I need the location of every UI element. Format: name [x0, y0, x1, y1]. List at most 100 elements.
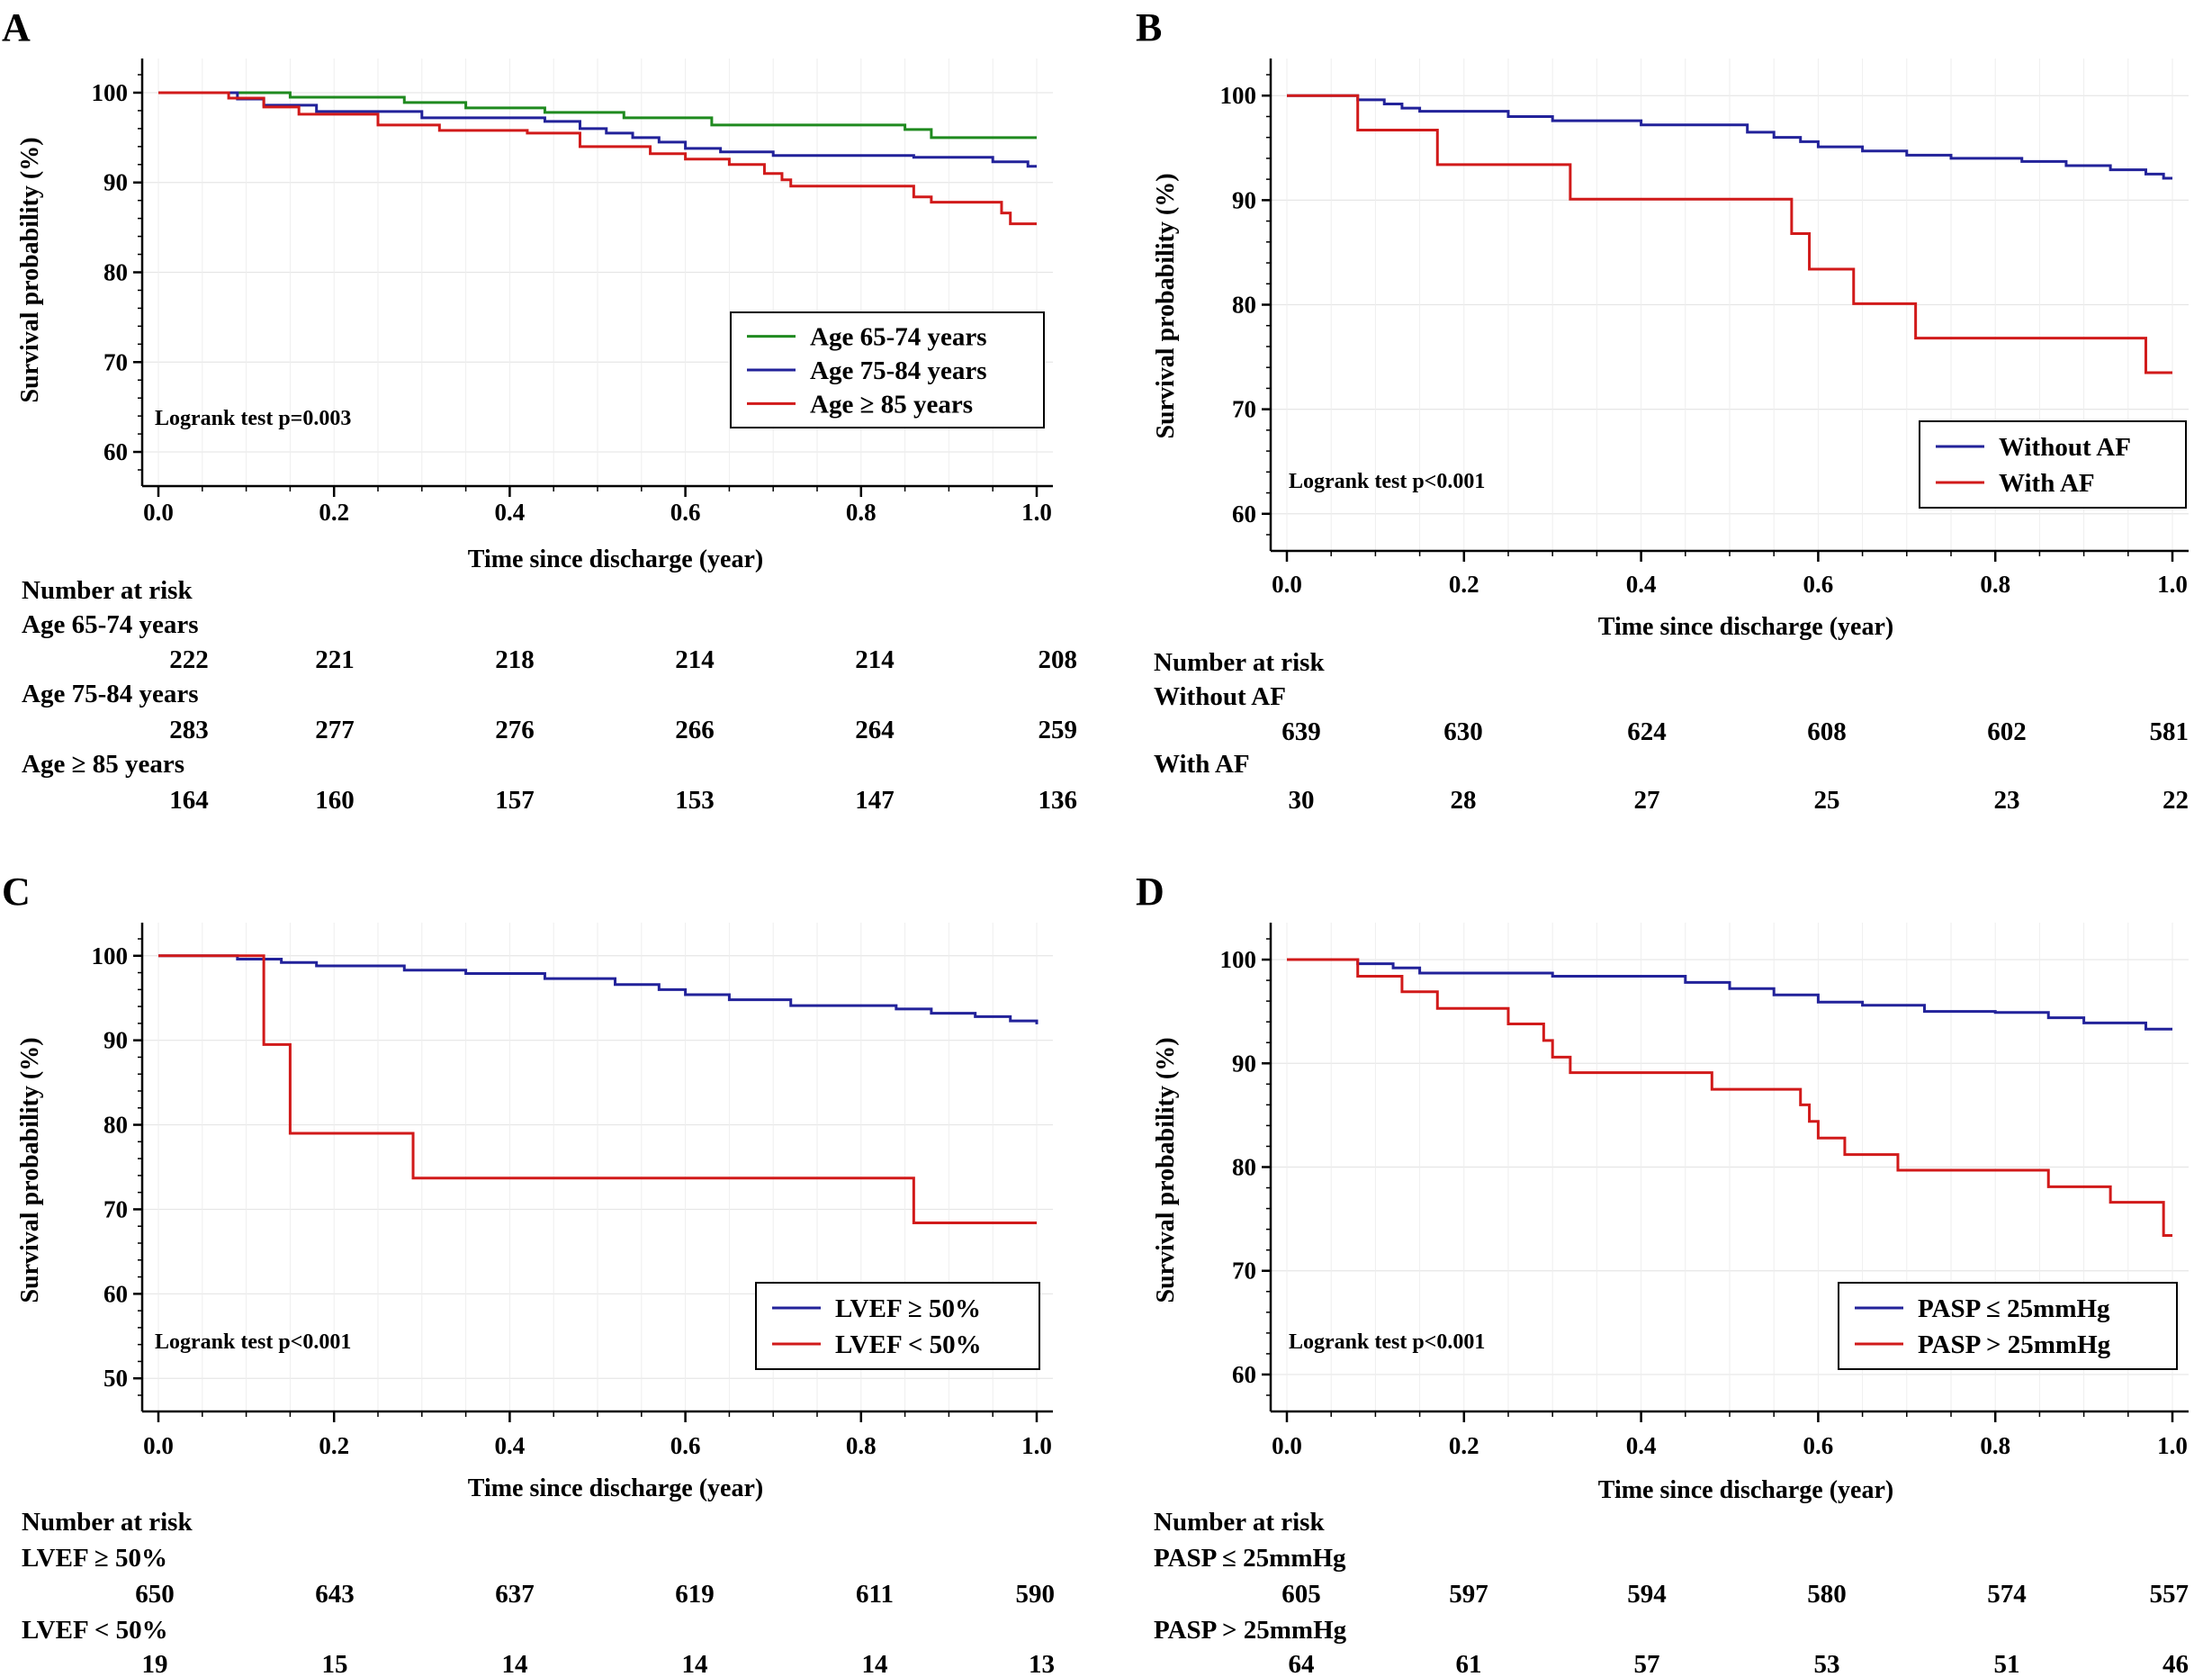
x-tick-label: 0.6	[1803, 571, 1834, 598]
x-tick-label: 1.0	[1021, 499, 1052, 526]
panel-letter: A	[2, 5, 31, 50]
y-tick-label: 80	[1232, 1154, 1256, 1181]
risk-count: 64	[1289, 1650, 1315, 1677]
risk-table: Number at risk Without AF 639 630 624 608 602 5…	[1154, 648, 2189, 815]
risk-count: 619	[675, 1580, 715, 1609]
x-axis-label: Time since discharge (year)	[1598, 613, 1893, 641]
logrank-annotation: Logrank test p<0.001	[1289, 470, 1485, 493]
risk-row-label: LVEF ≥ 50%	[22, 1544, 167, 1573]
legend: Without AF With AF	[1919, 420, 2187, 509]
risk-count: 157	[495, 786, 535, 815]
y-tick-label: 100	[1220, 946, 1257, 973]
x-tick-label: 0.8	[1980, 571, 2010, 598]
risk-table-header: Number at risk	[22, 1508, 193, 1537]
logrank-annotation: Logrank test p=0.003	[155, 407, 351, 430]
risk-count: 608	[1807, 717, 1847, 746]
x-tick-label: 0.4	[495, 1432, 526, 1459]
x-tick-label: 0.0	[143, 1432, 174, 1459]
x-tick-label: 0.4	[495, 499, 526, 526]
x-tick-label: 0.2	[319, 1432, 349, 1459]
survival-curve-2	[158, 91, 1037, 168]
x-tick-label: 0.4	[1626, 571, 1657, 598]
panel-letter: D	[1136, 870, 1164, 914]
risk-table: Number at risk PASP ≤ 25mmHg 605 597 594 580 5…	[1154, 1508, 2189, 1677]
x-tick-label: 0.8	[1980, 1432, 2010, 1459]
y-tick-label: 100	[1220, 82, 1257, 109]
risk-count: 147	[855, 786, 895, 815]
risk-count: 57	[1634, 1650, 1660, 1677]
risk-row-label: Age ≥ 85 years	[22, 750, 184, 779]
risk-count: 283	[169, 716, 209, 744]
survival-curve-2	[1287, 94, 2172, 374]
risk-count: 581	[2150, 717, 2190, 746]
survival-curve-2	[1287, 958, 2172, 1238]
legend-label: Age 65-74 years	[810, 323, 987, 352]
y-tick-label: 80	[103, 1112, 128, 1139]
risk-count: 266	[675, 716, 715, 744]
panel-a: A 60 70 80 90 100 0.0 0.2 0.4 0.6 0.8 1.0 Time since…	[2, 5, 1077, 815]
survival-curve-1	[158, 954, 1039, 1024]
risk-count: 14	[502, 1650, 528, 1677]
y-tick-label: 100	[92, 79, 129, 106]
risk-table: Number at risk Age 65-74 years 222 221 218 21…	[22, 576, 1077, 815]
x-tick-label: 0.2	[319, 499, 349, 526]
risk-count: 264	[855, 716, 895, 744]
logrank-annotation: Logrank test p<0.001	[1289, 1330, 1485, 1354]
risk-count: 624	[1627, 717, 1667, 746]
risk-count: 597	[1449, 1580, 1488, 1609]
legend-label: LVEF < 50%	[835, 1330, 982, 1359]
panel-d: D 60 70 80 90 100 0.0 0.2 0.4 0.6 0.8 1.0 Time since…	[1136, 870, 2189, 1677]
risk-count: 136	[1039, 786, 1078, 815]
risk-count: 51	[1994, 1650, 2020, 1677]
legend-box	[1838, 1282, 2178, 1370]
risk-row-label: Age 65-74 years	[22, 610, 199, 639]
y-tick-label: 80	[103, 259, 128, 286]
legend-box	[1919, 420, 2187, 509]
legend: Age 65-74 years Age 75-84 years Age ≥ 85 y…	[730, 311, 1045, 428]
y-tick-label: 90	[103, 1027, 128, 1054]
risk-table-header: Number at risk	[22, 576, 193, 605]
panel-letter: B	[1136, 5, 1162, 50]
risk-count: 15	[322, 1650, 348, 1677]
risk-count: 160	[315, 786, 355, 815]
y-tick-label: 60	[1232, 500, 1256, 527]
legend-label: Age ≥ 85 years	[810, 390, 973, 419]
x-tick-label: 0.6	[670, 1432, 701, 1459]
legend: PASP ≤ 25mmHg PASP > 25mmHg	[1838, 1282, 2178, 1370]
risk-count: 164	[169, 786, 209, 815]
y-tick-label: 70	[1232, 396, 1256, 423]
legend-box	[755, 1282, 1040, 1370]
survival-curve-1	[1287, 958, 2172, 1031]
x-tick-label: 0.2	[1449, 1432, 1479, 1459]
risk-count: 637	[495, 1580, 535, 1609]
y-tick-label: 70	[103, 1195, 128, 1222]
risk-count: 30	[1289, 786, 1315, 815]
risk-count: 28	[1451, 786, 1477, 815]
risk-count: 594	[1627, 1580, 1667, 1609]
risk-count: 557	[2150, 1580, 2190, 1609]
risk-row-label: Without AF	[1154, 682, 1286, 711]
risk-count: 222	[169, 645, 209, 674]
risk-count: 13	[1029, 1650, 1055, 1677]
risk-row-label: Age 75-84 years	[22, 680, 199, 708]
x-tick-label: 1.0	[2157, 1432, 2188, 1459]
y-tick-label: 100	[92, 942, 129, 969]
x-tick-label: 0.8	[846, 499, 877, 526]
risk-count: 643	[315, 1580, 355, 1609]
y-tick-label: 90	[103, 169, 128, 196]
legend: LVEF ≥ 50% LVEF < 50%	[755, 1282, 1040, 1370]
y-tick-label: 70	[103, 348, 128, 375]
risk-count: 27	[1634, 786, 1660, 815]
risk-count: 276	[495, 716, 535, 744]
risk-count: 218	[495, 645, 535, 674]
risk-count: 259	[1039, 716, 1078, 744]
x-tick-label: 0.6	[1803, 1432, 1834, 1459]
panel-b: B 60 70 80 90 100 0.0 0.2 0.4 0.6 0.8 1.0 Time since…	[1136, 5, 2189, 815]
y-tick-label: 60	[1232, 1361, 1256, 1388]
risk-count: 630	[1443, 717, 1483, 746]
risk-count: 611	[856, 1580, 894, 1609]
y-tick-label: 60	[103, 1280, 128, 1307]
risk-count: 574	[1987, 1580, 2027, 1609]
legend-label: Age 75-84 years	[810, 356, 987, 385]
